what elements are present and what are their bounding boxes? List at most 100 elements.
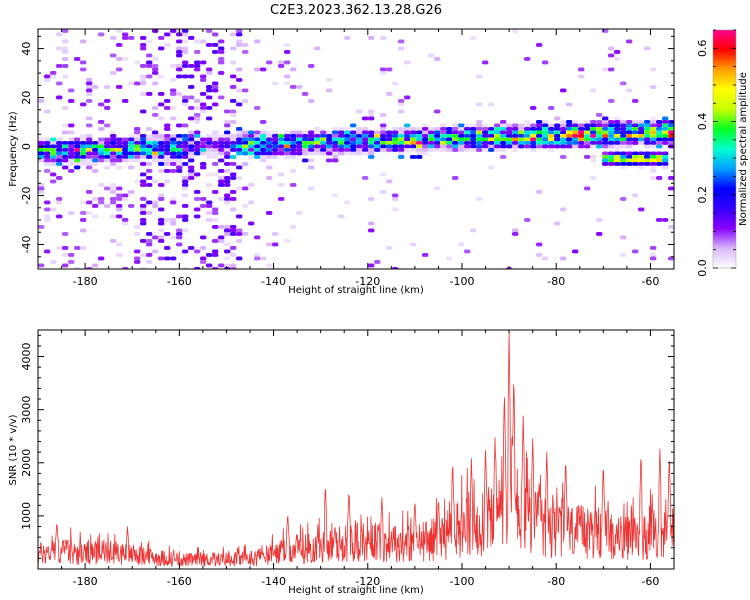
heatmap-cell xyxy=(170,92,177,96)
heatmap-cell xyxy=(248,134,255,138)
heatmap-cell xyxy=(218,134,225,138)
heatmap-cell xyxy=(638,137,645,142)
heatmap-cell xyxy=(266,137,273,142)
heatmap-cell xyxy=(578,134,585,138)
heatmap-cell xyxy=(140,137,147,142)
heatmap-cell xyxy=(386,148,393,152)
heatmap-cell xyxy=(296,130,303,135)
heatmap-cell xyxy=(656,155,663,159)
heatmap-cell xyxy=(620,130,627,135)
heatmap-cell xyxy=(74,162,81,166)
heatmap-cell xyxy=(194,116,201,121)
heatmap-cell xyxy=(218,183,225,187)
heatmap-cell xyxy=(104,106,111,110)
heatmap-cell xyxy=(218,151,225,156)
heatmap-cell xyxy=(80,162,87,166)
heatmap-cell xyxy=(182,32,189,37)
heatmap-cell xyxy=(542,256,549,261)
heatmap-cell xyxy=(182,102,189,107)
heatmap-cell xyxy=(470,141,477,145)
heatmap-cell xyxy=(122,144,129,149)
heatmap-cell xyxy=(140,155,147,159)
heatmap-cell xyxy=(440,137,447,142)
heatmap-cell xyxy=(110,162,117,166)
heatmap-cell xyxy=(602,158,609,163)
heatmap-cell xyxy=(218,57,225,61)
heatmap-cell xyxy=(236,78,243,82)
heatmap-cell xyxy=(452,176,459,180)
heatmap-cell xyxy=(146,92,153,96)
heatmap-cell xyxy=(620,197,627,201)
heatmap-cell xyxy=(44,158,51,163)
heatmap-cell xyxy=(86,123,93,128)
heatmap-cell xyxy=(434,141,441,145)
heatmap-cell xyxy=(86,200,93,205)
heatmap-cell xyxy=(374,260,381,264)
heatmap-cell xyxy=(62,155,69,159)
heatmap-cell xyxy=(212,225,219,229)
heatmap-cell xyxy=(620,120,627,124)
heatmap-cell xyxy=(236,39,243,44)
heatmap-cell xyxy=(236,130,243,135)
heatmap-cell xyxy=(662,151,669,156)
heatmap-cell xyxy=(668,186,674,191)
heatmap-cell xyxy=(488,102,495,107)
heatmap-cell xyxy=(290,85,297,89)
heatmap-cell xyxy=(230,134,237,138)
heatmap-cell xyxy=(554,127,561,131)
heatmap-cell xyxy=(218,239,225,243)
heatmap-cell xyxy=(638,162,645,166)
heatmap-cell xyxy=(602,67,609,72)
heatmap-cell xyxy=(74,151,81,156)
heatmap-cell xyxy=(308,137,315,142)
heatmap-cell xyxy=(644,155,651,159)
heatmap-cell xyxy=(182,193,189,198)
heatmap-cell xyxy=(38,155,45,159)
heatmap-cell xyxy=(170,29,177,33)
heatmap-cell xyxy=(410,127,417,131)
heatmap-cell xyxy=(140,179,147,184)
heatmap-cell xyxy=(500,144,507,149)
heatmap-cell xyxy=(170,155,177,159)
heatmap-cell xyxy=(632,158,639,163)
heatmap-cell xyxy=(182,74,189,79)
heatmap-cell xyxy=(296,211,303,215)
heatmap-cell xyxy=(200,106,207,110)
heatmap-cell xyxy=(416,144,423,149)
heatmap-cell xyxy=(416,130,423,135)
heatmap-cell xyxy=(62,246,69,250)
heatmap-cell xyxy=(566,127,573,131)
heatmap-cell xyxy=(260,67,267,72)
heatmap-cell xyxy=(446,137,453,142)
heatmap-cell xyxy=(626,162,633,166)
heatmap-cell xyxy=(494,141,501,145)
heatmap-cell xyxy=(530,144,537,149)
heatmap-cell xyxy=(122,155,129,159)
heatmap-cell xyxy=(596,127,603,131)
heatmap-cell xyxy=(476,148,483,152)
heatmap-cell xyxy=(146,137,153,142)
heatmap-cell xyxy=(62,232,69,236)
heatmap-cell xyxy=(44,169,51,173)
heatmap-cell xyxy=(518,130,525,135)
heatmap-cell xyxy=(368,130,375,135)
heatmap-cell xyxy=(656,144,663,149)
heatmap-cell xyxy=(464,141,471,145)
heatmap-cell xyxy=(470,134,477,138)
heatmap-cell xyxy=(80,134,87,138)
heatmap-cell xyxy=(68,141,75,145)
heatmap-cell xyxy=(122,141,129,145)
heatmap-cell xyxy=(116,137,123,142)
heatmap-cell xyxy=(638,134,645,138)
heatmap-cell xyxy=(266,211,273,215)
heatmap-cell xyxy=(212,102,219,107)
heatmap-cell xyxy=(206,141,213,145)
heatmap-cell xyxy=(170,197,177,201)
heatmap-cell xyxy=(134,256,141,261)
heatmap-cell xyxy=(50,155,57,159)
heatmap-cell xyxy=(290,169,297,173)
heatmap-cell xyxy=(596,137,603,142)
heatmap-cell xyxy=(224,120,231,124)
heatmap-cell xyxy=(650,256,657,261)
heatmap-cell xyxy=(452,130,459,135)
